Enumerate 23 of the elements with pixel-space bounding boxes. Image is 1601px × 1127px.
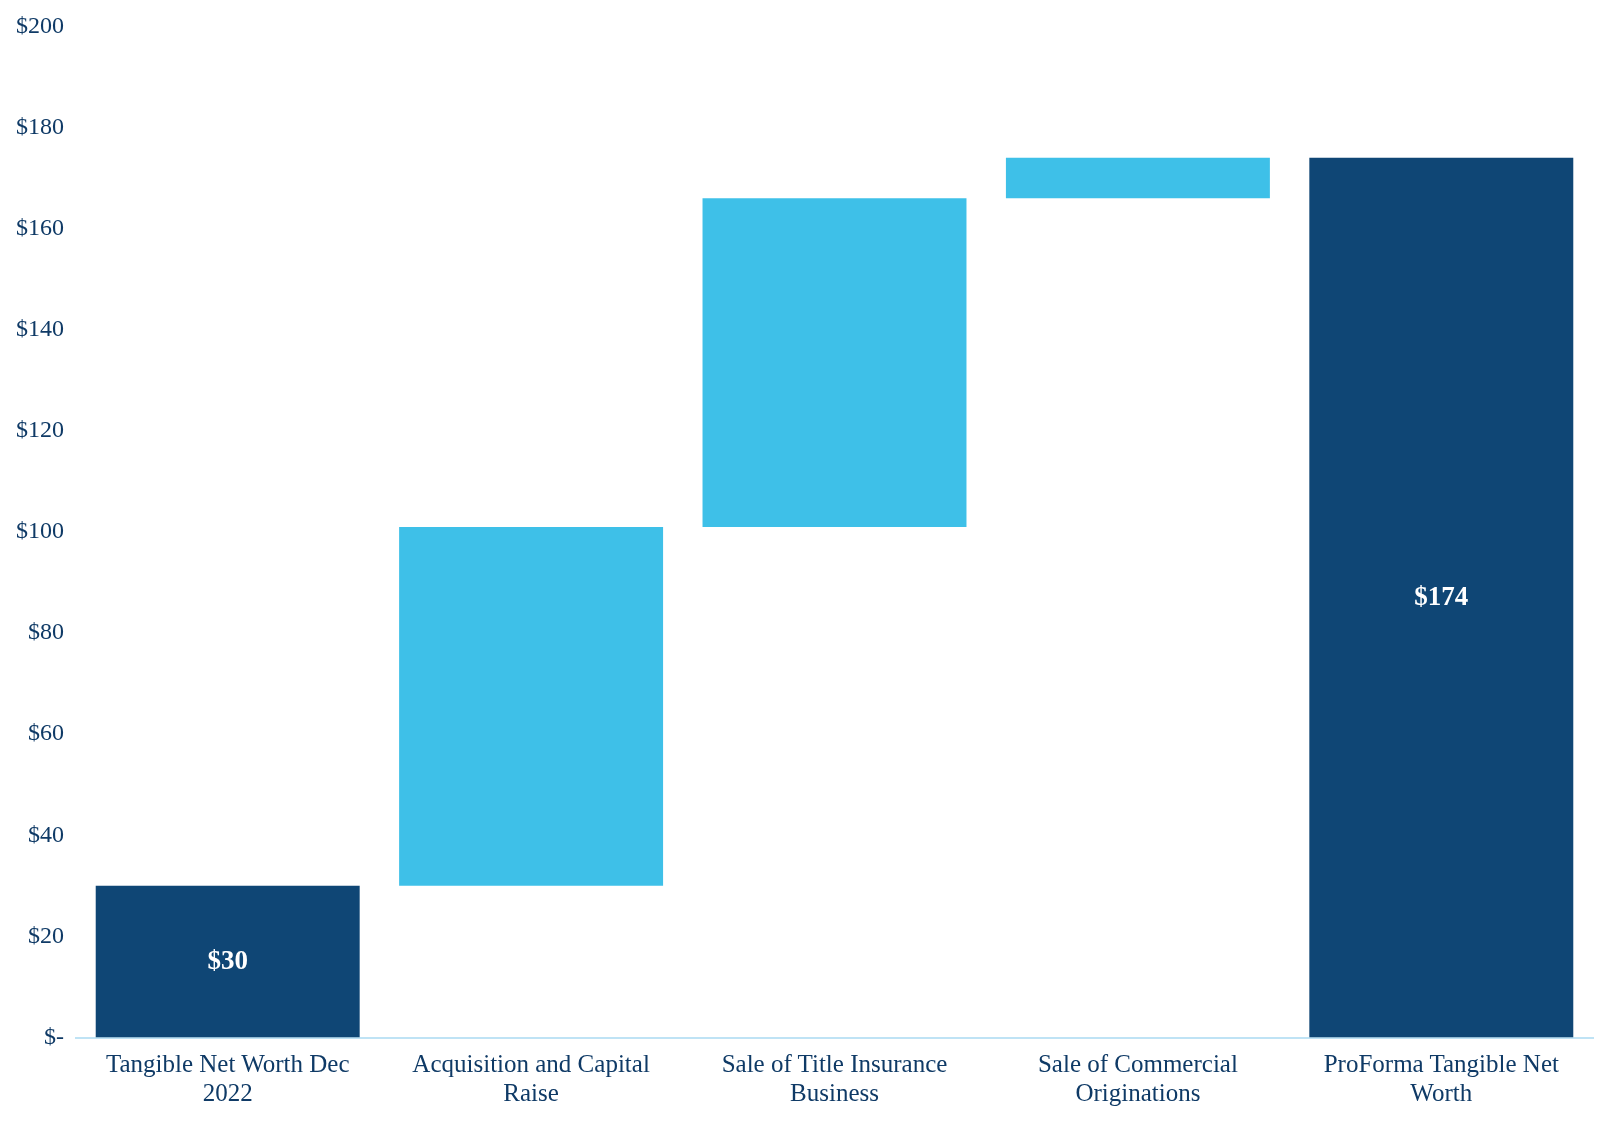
data-label: $30 [207,944,248,975]
bar [399,526,664,886]
x-tick-label: Sale of Commercial Originations [1037,1050,1238,1107]
y-tick-label: $60 [28,719,64,746]
y-tick-label: $180 [16,112,64,139]
y-tick-label: $40 [28,820,64,847]
y-tick-label: $100 [16,517,64,544]
x-tick-label: Tangible Net Worth Dec 2022 [105,1050,350,1107]
y-tick-label: $80 [28,618,64,645]
bar [95,885,360,1038]
data-label: $174 [1414,580,1469,611]
bar [1309,157,1574,1038]
y-tick-label: $200 [16,11,64,38]
y-tick-label: $20 [28,921,64,948]
y-tick-label: $120 [16,416,64,443]
x-tick-label: ProForma Tangible Net Worth [1323,1050,1559,1107]
bar [702,198,967,527]
x-tick-label: Sale of Title Insurance Business [721,1050,948,1107]
y-tick-label: $160 [16,213,64,240]
bar [1005,157,1270,199]
y-tick-label: $- [44,1022,64,1049]
y-tick-label: $140 [16,315,64,342]
x-tick-label: Acquisition and Capital Raise [412,1050,650,1107]
